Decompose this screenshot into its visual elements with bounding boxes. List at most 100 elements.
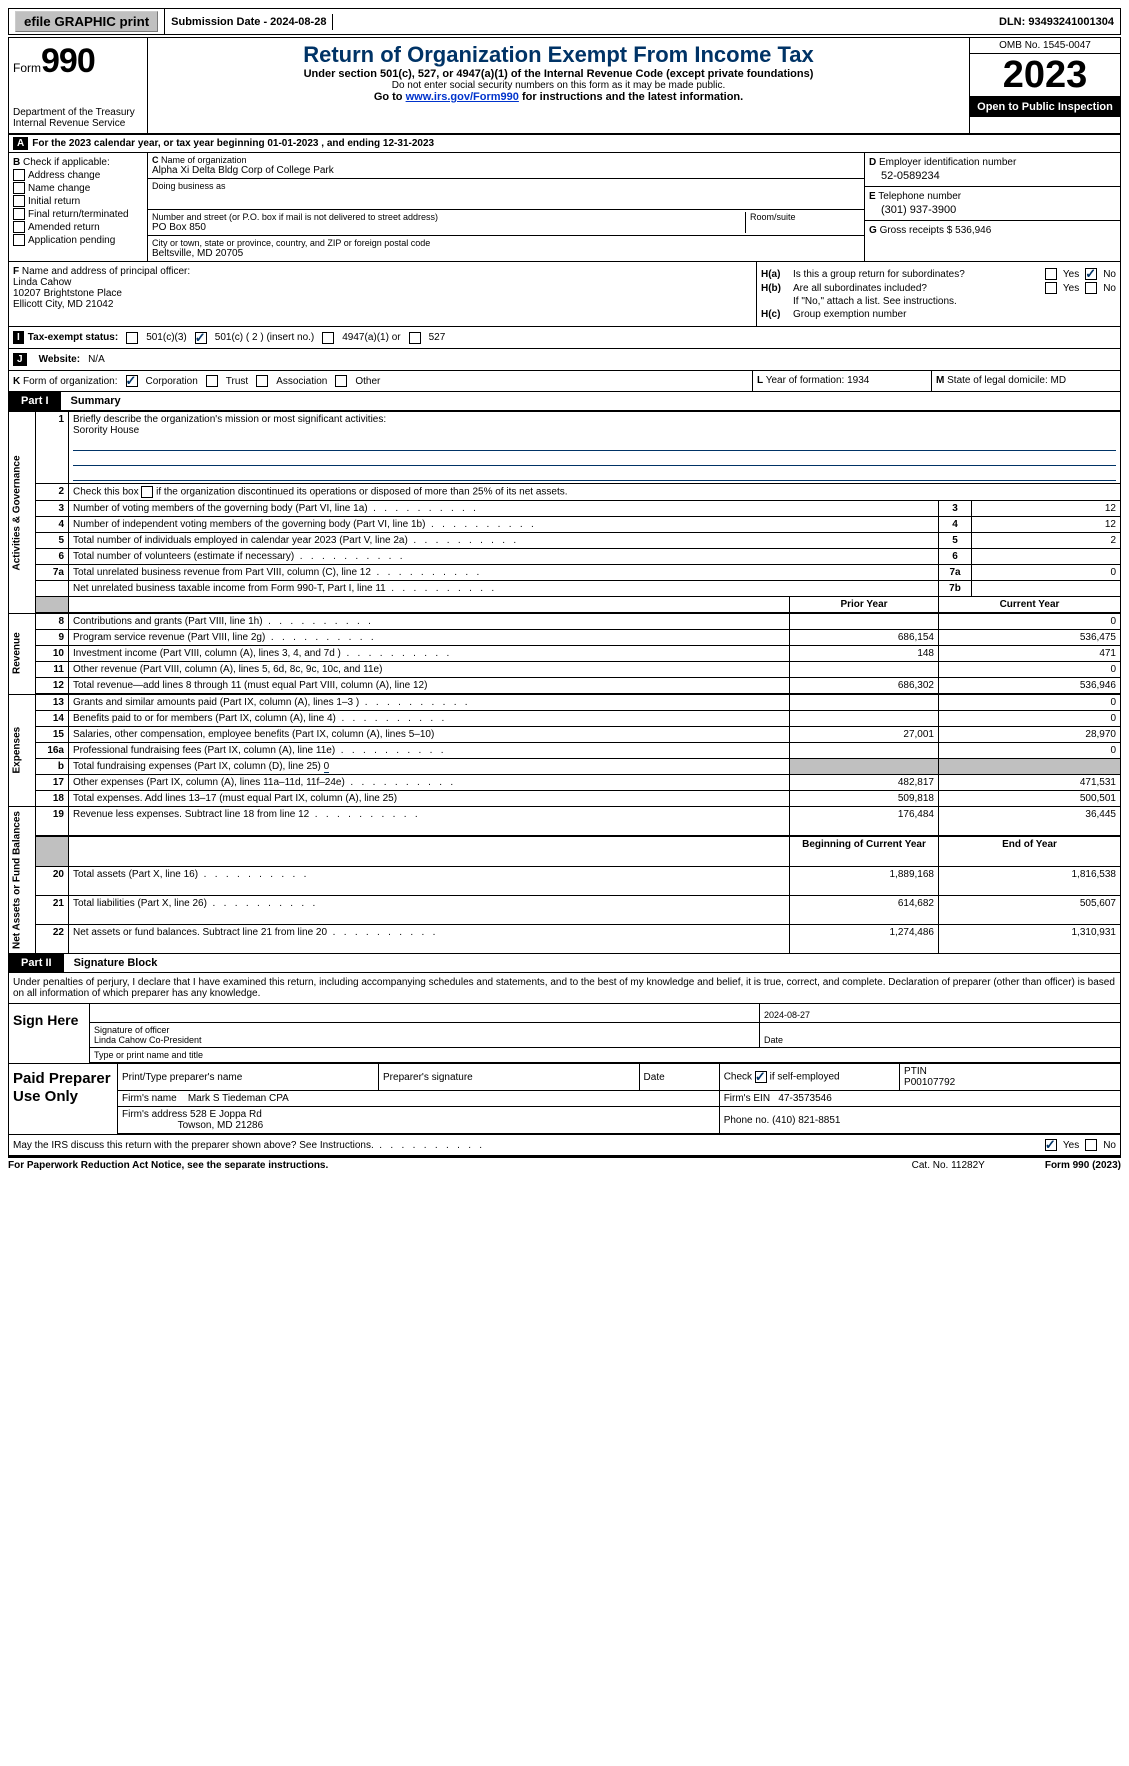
firm-addr1: 528 E Joppa Rd (190, 1109, 262, 1120)
officer-sig-name: Linda Cahow Co-President (94, 1035, 202, 1045)
chk-name-change[interactable] (13, 182, 25, 194)
page-footer: For Paperwork Reduction Act Notice, see … (8, 1156, 1121, 1171)
submission-date: Submission Date - 2024-08-28 (165, 14, 333, 30)
discuss-row: May the IRS discuss this return with the… (8, 1135, 1121, 1156)
ptin-val: P00107792 (904, 1077, 955, 1088)
paid-preparer-block: Paid Preparer Use Only Print/Type prepar… (8, 1064, 1121, 1135)
firm-phone: (410) 821-8851 (772, 1115, 840, 1126)
irs-label: Internal Revenue Service (13, 118, 143, 129)
form-990-label: Form990 (13, 42, 143, 81)
hb-yes[interactable] (1045, 282, 1057, 294)
l14-val: 0 (939, 711, 1121, 727)
chk-assoc[interactable] (256, 375, 268, 387)
firm-addr2: Towson, MD 21286 (178, 1120, 264, 1131)
line-a-tax-year: AFor the 2023 calendar year, or tax year… (8, 135, 1121, 153)
box-f: F Name and address of principal officer:… (9, 262, 757, 326)
l22-val: 1,310,931 (939, 924, 1121, 953)
year-formation: 1934 (847, 375, 869, 386)
org-city: Beltsville, MD 20705 (152, 248, 243, 259)
l6-val (972, 549, 1121, 565)
summary-table: Activities & Governance 1 Briefly descri… (8, 411, 1121, 954)
klm-row: K Form of organization: Corporation Trus… (8, 371, 1121, 392)
vlabel-governance: Activities & Governance (9, 412, 36, 614)
ha-yes[interactable] (1045, 268, 1057, 280)
officer-addr2: Ellicott City, MD 21042 (13, 299, 113, 310)
hb-no[interactable] (1085, 282, 1097, 294)
l4-val: 12 (972, 517, 1121, 533)
vlabel-netassets: Net Assets or Fund Balances (9, 807, 36, 954)
l7a-val: 0 (972, 565, 1121, 581)
l9-val: 536,475 (939, 630, 1121, 646)
part-2-header: Part II Signature Block (8, 954, 1121, 973)
l18-val: 500,501 (939, 791, 1121, 807)
efile-print-button[interactable]: efile GRAPHIC print (15, 11, 158, 32)
l17-val: 471,531 (939, 775, 1121, 791)
state-domicile: MD (1051, 375, 1067, 386)
discuss-no[interactable] (1085, 1139, 1097, 1151)
l7b-val (972, 581, 1121, 597)
ha-no[interactable] (1085, 268, 1097, 280)
chk-corp[interactable] (126, 375, 138, 387)
officer-addr1: 10207 Brightstone Place (13, 288, 122, 299)
l12-val: 536,946 (939, 678, 1121, 695)
l5-val: 2 (972, 533, 1121, 549)
form-title: Return of Organization Exempt From Incom… (156, 42, 961, 68)
box-b: B Check if applicable: Address change Na… (9, 153, 148, 261)
box-h: H(a) Is this a group return for subordin… (757, 262, 1120, 326)
l10-val: 471 (939, 646, 1121, 662)
chk-address-change[interactable] (13, 169, 25, 181)
l21-val: 505,607 (939, 895, 1121, 924)
chk-discontinued[interactable] (141, 486, 153, 498)
perjury-statement: Under penalties of perjury, I declare th… (8, 973, 1121, 1004)
dept-treasury: Department of the Treasury (13, 107, 143, 118)
dln: DLN: 93493241001304 (993, 14, 1120, 30)
header-info-grid: B Check if applicable: Address change Na… (8, 153, 1121, 262)
chk-other[interactable] (335, 375, 347, 387)
mission-text: Sorority House (73, 425, 139, 436)
chk-527[interactable] (409, 332, 421, 344)
sign-here-block: Sign Here 2024-08-27 Signature of office… (8, 1004, 1121, 1064)
fh-block: F Name and address of principal officer:… (8, 262, 1121, 327)
chk-initial-return[interactable] (13, 195, 25, 207)
officer-name: Linda Cahow (13, 277, 71, 288)
chk-final-return[interactable] (13, 208, 25, 220)
org-street: PO Box 850 (152, 222, 206, 233)
irs-link[interactable]: www.irs.gov/Form990 (406, 91, 519, 103)
omb-number: OMB No. 1545-0047 (970, 38, 1120, 54)
l16a-val: 0 (939, 743, 1121, 759)
l19-val: 36,445 (939, 807, 1121, 837)
l20-val: 1,816,538 (939, 866, 1121, 895)
chk-501c[interactable] (195, 332, 207, 344)
open-to-public: Open to Public Inspection (970, 97, 1120, 117)
ein-value: 52-0589234 (869, 168, 1116, 182)
cat-no: Cat. No. 11282Y (912, 1160, 985, 1171)
org-name: Alpha Xi Delta Bldg Corp of College Park (152, 165, 334, 176)
chk-self-employed[interactable] (755, 1071, 767, 1083)
discuss-yes[interactable] (1045, 1139, 1057, 1151)
chk-application-pending[interactable] (13, 234, 25, 246)
box-i: ITax-exempt status: 501(c)(3) 501(c) ( 2… (8, 327, 1121, 349)
l15-val: 28,970 (939, 727, 1121, 743)
form-subtitle-2: Do not enter social security numbers on … (156, 80, 961, 91)
chk-amended-return[interactable] (13, 221, 25, 233)
l13-val: 0 (939, 694, 1121, 711)
telephone-value: (301) 937-3900 (869, 202, 1116, 216)
form-subtitle-1: Under section 501(c), 527, or 4947(a)(1)… (156, 68, 961, 80)
box-deg: D Employer identification number 52-0589… (864, 153, 1120, 261)
chk-501c3[interactable] (126, 332, 138, 344)
firm-name: Mark S Tiedeman CPA (188, 1093, 289, 1104)
website-value: N/A (88, 354, 105, 365)
firm-ein: 47-3573546 (778, 1093, 831, 1104)
top-bar: efile GRAPHIC print Submission Date - 20… (8, 8, 1121, 35)
chk-4947[interactable] (322, 332, 334, 344)
l11-val: 0 (939, 662, 1121, 678)
box-j: JWebsite: N/A (8, 349, 1121, 371)
tax-year: 2023 (970, 54, 1120, 97)
box-c: C Name of organization Alpha Xi Delta Bl… (148, 153, 864, 261)
goto-instructions: Go to www.irs.gov/Form990 for instructio… (156, 91, 961, 103)
form-header: Form990 Department of the Treasury Inter… (8, 37, 1121, 135)
gross-receipts: 536,946 (955, 225, 991, 236)
l3-val: 12 (972, 501, 1121, 517)
chk-trust[interactable] (206, 375, 218, 387)
sig-date: 2024-08-27 (760, 1004, 1121, 1023)
